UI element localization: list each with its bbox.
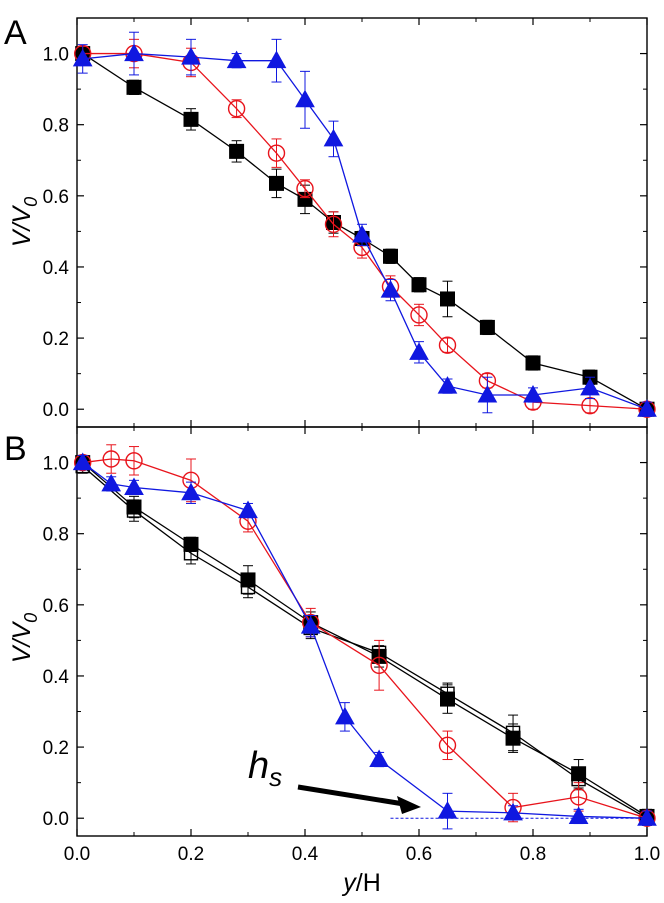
y-tick-label: 0.4 xyxy=(43,667,70,688)
y-tick-label: 0.8 xyxy=(43,116,69,137)
panel-a-label: A xyxy=(4,14,27,52)
data-point-filled-square xyxy=(525,355,541,371)
data-point-open-circle xyxy=(125,452,143,470)
data-point-filled-square xyxy=(269,175,284,191)
panel-b-label: B xyxy=(4,430,27,468)
data-point-filled-triangle xyxy=(380,280,401,298)
y-tick-label: 0.4 xyxy=(43,258,70,279)
ylabel-main: V xyxy=(8,644,36,663)
ylabel-base: V xyxy=(8,621,36,640)
x-tick-label: 0.2 xyxy=(178,844,204,865)
y-tick-label: 0.6 xyxy=(43,187,69,208)
data-point-filled-triangle xyxy=(503,802,523,821)
hs-annotation: hs xyxy=(248,745,282,792)
series-line-open-square xyxy=(82,465,648,819)
ylabel-base: V xyxy=(8,205,36,224)
data-point-open-circle xyxy=(569,788,588,806)
data-point-filled-triangle xyxy=(437,376,458,394)
data-point-open-circle xyxy=(102,450,120,468)
data-point-filled-triangle xyxy=(181,47,201,65)
y-tick-label: 1.0 xyxy=(43,45,69,66)
data-point-open-square xyxy=(505,725,521,741)
panel-a-frame xyxy=(76,17,648,428)
panel-b-plot: 0.0 0.2 0.4 0.6 0.8 1.0 0.0 0.2 0.4 0.6 0.8 1.0 xyxy=(43,427,660,865)
x-tick-label: 0.6 xyxy=(406,844,432,865)
panel-b-ylabel: V/V0 xyxy=(8,613,41,663)
x-tick-label: 0.8 xyxy=(520,844,546,865)
xlabel-sub: /H xyxy=(356,869,381,897)
data-point-filled-square xyxy=(229,143,245,159)
data-point-filled-triangle xyxy=(124,477,144,495)
data-point-filled-triangle xyxy=(72,48,93,67)
x-tick-label: 0.4 xyxy=(292,844,319,865)
data-point-open-circle xyxy=(324,215,343,233)
hs-arrow-shaft xyxy=(297,784,411,808)
data-point-filled-triangle xyxy=(437,801,458,819)
data-point-open-circle xyxy=(410,306,428,324)
data-point-filled-square xyxy=(479,319,495,335)
data-point-filled-triangle xyxy=(637,399,657,417)
data-point-open-circle xyxy=(370,656,388,674)
hs-main: h xyxy=(248,745,269,787)
ylabel-sub: 0 xyxy=(21,197,41,207)
x-tick-label: 0.0 xyxy=(64,844,90,865)
data-point-filled-triangle xyxy=(568,806,589,824)
panel-b-frame xyxy=(76,426,648,837)
data-point-filled-triangle xyxy=(352,224,372,243)
ylabel-main: V xyxy=(8,228,36,247)
data-point-filled-square xyxy=(183,111,199,127)
ylabel-sub: 0 xyxy=(21,613,41,623)
hs-sub: s xyxy=(269,762,282,792)
y-tick-label: 1.0 xyxy=(43,454,69,475)
data-point-filled-triangle xyxy=(369,749,389,768)
data-point-filled-triangle xyxy=(295,89,315,108)
data-point-filled-triangle xyxy=(477,384,498,403)
data-point-filled-square xyxy=(440,291,455,307)
data-point-open-circle xyxy=(438,336,457,354)
data-point-open-square xyxy=(440,686,455,701)
data-point-open-circle xyxy=(296,180,314,198)
y-tick-label: 0.6 xyxy=(43,596,69,617)
data-point-filled-triangle xyxy=(580,377,600,396)
data-point-filled-triangle xyxy=(335,706,355,725)
y-tick-label: 0.0 xyxy=(43,809,69,830)
data-point-filled-triangle xyxy=(637,808,657,826)
data-point-filled-square xyxy=(126,79,142,95)
data-point-filled-square xyxy=(411,277,427,293)
data-point-filled-triangle xyxy=(523,384,543,403)
y-tick-label: 0.2 xyxy=(43,738,69,759)
data-point-filled-square xyxy=(383,248,398,264)
data-point-filled-triangle xyxy=(124,43,144,62)
data-point-filled-triangle xyxy=(266,50,287,69)
x-tick-label: 1.0 xyxy=(634,844,660,865)
data-point-filled-triangle xyxy=(323,128,344,147)
data-point-filled-triangle xyxy=(181,482,201,501)
y-tick-label: 0.8 xyxy=(43,525,69,546)
x-axis-label: y/H xyxy=(341,869,381,897)
data-point-open-circle xyxy=(438,736,457,755)
y-tick-label: 0.2 xyxy=(43,329,69,350)
series-line-filled-square xyxy=(82,462,648,817)
data-point-filled-triangle xyxy=(101,473,122,492)
data-point-filled-triangle xyxy=(238,500,258,519)
data-point-filled-triangle xyxy=(226,50,247,69)
panel-a-plot: 0.0 0.2 0.4 0.6 0.8 1.0 xyxy=(43,18,657,427)
data-point-open-circle xyxy=(227,99,246,118)
xlabel-main: y xyxy=(341,869,357,897)
panel-a-ylabel: V/V0 xyxy=(8,197,41,247)
y-tick-label: 0.0 xyxy=(43,400,69,421)
data-point-filled-triangle xyxy=(72,452,93,471)
data-point-filled-triangle xyxy=(300,616,321,634)
data-point-open-square xyxy=(126,503,142,518)
hs-arrow-head xyxy=(397,796,421,814)
data-point-open-square xyxy=(183,546,199,561)
data-point-filled-triangle xyxy=(409,342,429,360)
data-point-open-square xyxy=(240,579,256,595)
data-point-open-circle xyxy=(267,144,286,162)
